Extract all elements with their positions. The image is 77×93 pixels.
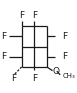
Text: F: F bbox=[32, 11, 37, 20]
Text: CH₃: CH₃ bbox=[63, 73, 75, 79]
Text: F: F bbox=[19, 11, 24, 20]
Text: F: F bbox=[62, 52, 67, 61]
Text: F: F bbox=[32, 74, 37, 83]
Text: F: F bbox=[62, 32, 67, 41]
Text: F: F bbox=[1, 52, 6, 61]
Text: F: F bbox=[1, 32, 6, 41]
Text: F: F bbox=[11, 74, 16, 83]
Text: O: O bbox=[53, 67, 60, 76]
